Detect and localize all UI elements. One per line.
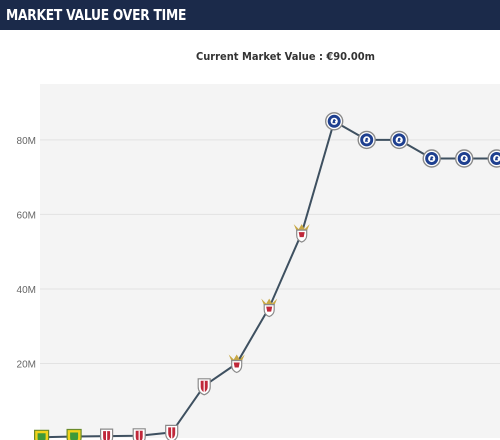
blue-lion-crest-icon[interactable] [357, 130, 376, 150]
page-header: MARKET VALUE OVER TIME [0, 0, 500, 30]
blue-lion-crest-icon[interactable] [422, 149, 441, 168]
y-tick-label: 20M [17, 359, 36, 370]
y-tick-labels: 20M 40M 60M 80M [17, 136, 36, 371]
yellow-green-crest-icon[interactable] [66, 428, 82, 440]
y-tick-label: 80M [17, 136, 36, 147]
yellow-green-crest-icon[interactable] [33, 429, 50, 440]
blue-lion-crest-icon[interactable] [455, 149, 474, 168]
y-tick-label: 40M [17, 285, 36, 296]
eagle-crest-icon[interactable] [293, 224, 310, 243]
chart-title: Current Market Value : €90.00m [195, 49, 375, 63]
red-white-crest-icon[interactable] [165, 424, 179, 440]
market-value-chart: 20M 40M 60M 80M [0, 82, 500, 440]
y-tick-label: 60M [17, 210, 36, 221]
blue-lion-crest-icon[interactable] [487, 149, 500, 168]
chart-svg: 20M 40M 60M 80M [17, 84, 500, 440]
red-white-crest-icon[interactable] [132, 428, 146, 440]
header-title: MARKET VALUE OVER TIME [6, 6, 187, 24]
data-points[interactable] [33, 112, 500, 440]
eagle-crest-icon[interactable] [228, 354, 245, 374]
eagle-crest-icon[interactable] [261, 298, 278, 318]
series-line [41, 119, 500, 439]
subtitle-row: Current Market Value : €90.00m [0, 30, 500, 82]
red-white-crest-icon[interactable] [197, 378, 211, 396]
red-white-crest-icon[interactable] [99, 428, 114, 440]
blue-lion-crest-icon[interactable] [390, 130, 409, 150]
plot-area [40, 84, 500, 438]
grid-lines [40, 139, 500, 364]
blue-lion-crest-icon[interactable] [325, 112, 344, 131]
